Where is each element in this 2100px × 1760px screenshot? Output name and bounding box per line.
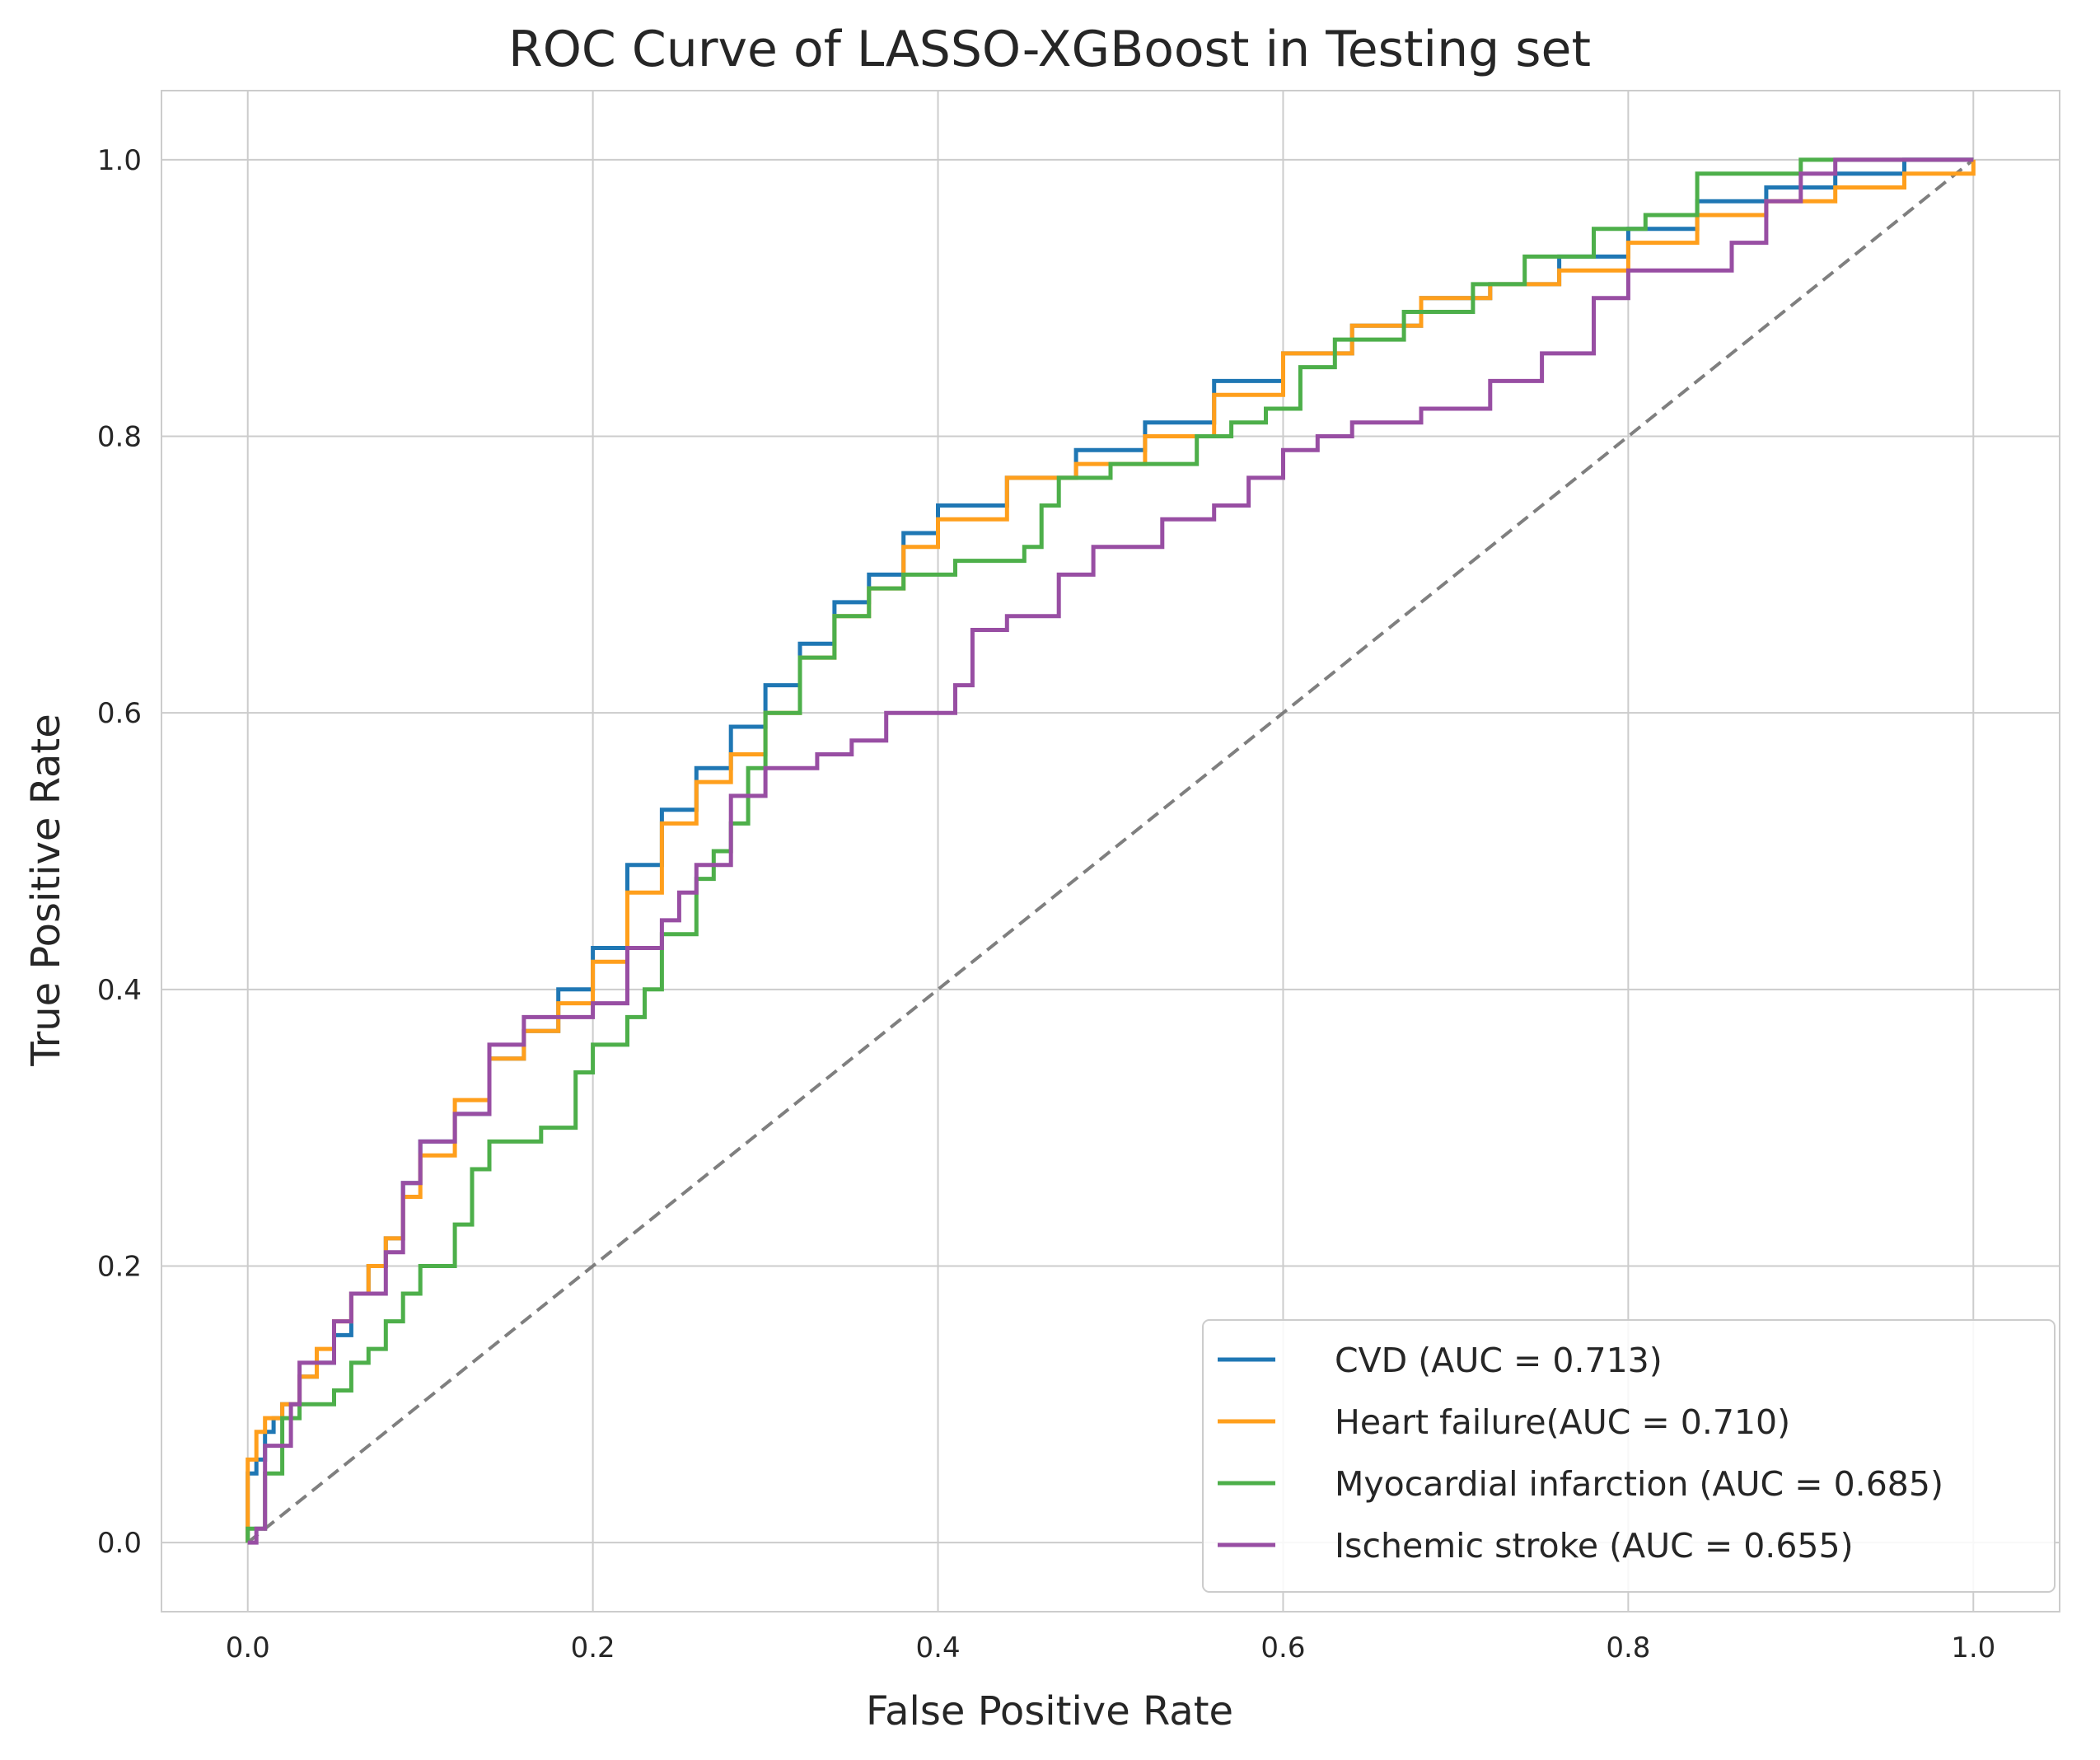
x-tick-label: 0.2 [571, 1631, 615, 1664]
y-tick-label: 0.6 [97, 697, 142, 730]
legend-label-heart-failure: Heart failure(AUC = 0.710) [1335, 1402, 1790, 1442]
y-tick-label: 1.0 [97, 144, 142, 177]
y-tick-label: 0.0 [97, 1527, 142, 1560]
chance-diagonal-line [246, 158, 1975, 1544]
series-layer [246, 157, 1976, 1545]
y-tick-label: 0.8 [97, 421, 142, 454]
x-tick-label: 1.0 [1951, 1631, 1995, 1664]
legend-label-ischemic-stroke: Ischemic stroke (AUC = 0.655) [1335, 1526, 1854, 1566]
roc-line-myocardial-infarction [246, 157, 1974, 1543]
x-tick-label: 0.8 [1606, 1631, 1650, 1664]
x-tick-label: 0.0 [226, 1631, 270, 1664]
y-tick-label: 0.2 [97, 1250, 142, 1283]
y-axis-ticks: 0.0 0.2 0.4 0.6 0.8 1.0 [97, 144, 142, 1560]
y-axis-label: True Positive Rate [23, 714, 69, 1067]
chart-title: ROC Curve of LASSO-XGBoost in Testing se… [508, 21, 1591, 78]
x-axis-ticks: 0.0 0.2 0.4 0.6 0.8 1.0 [226, 1631, 1996, 1664]
legend-box [1202, 1319, 2056, 1593]
y-tick-label: 0.4 [97, 974, 142, 1007]
x-tick-label: 0.6 [1260, 1631, 1305, 1664]
legend-label-cvd: CVD (AUC = 0.713) [1335, 1341, 1663, 1380]
roc-line-ischemic-stroke [247, 157, 1974, 1545]
legend: CVD (AUC = 0.713) Heart failure(AUC = 0.7… [1202, 1319, 2056, 1593]
x-tick-label: 0.4 [916, 1631, 961, 1664]
legend-label-myocardial-infarction: Myocardial infarction (AUC = 0.685) [1335, 1464, 1943, 1504]
x-axis-label: False Positive Rate [866, 1688, 1233, 1734]
